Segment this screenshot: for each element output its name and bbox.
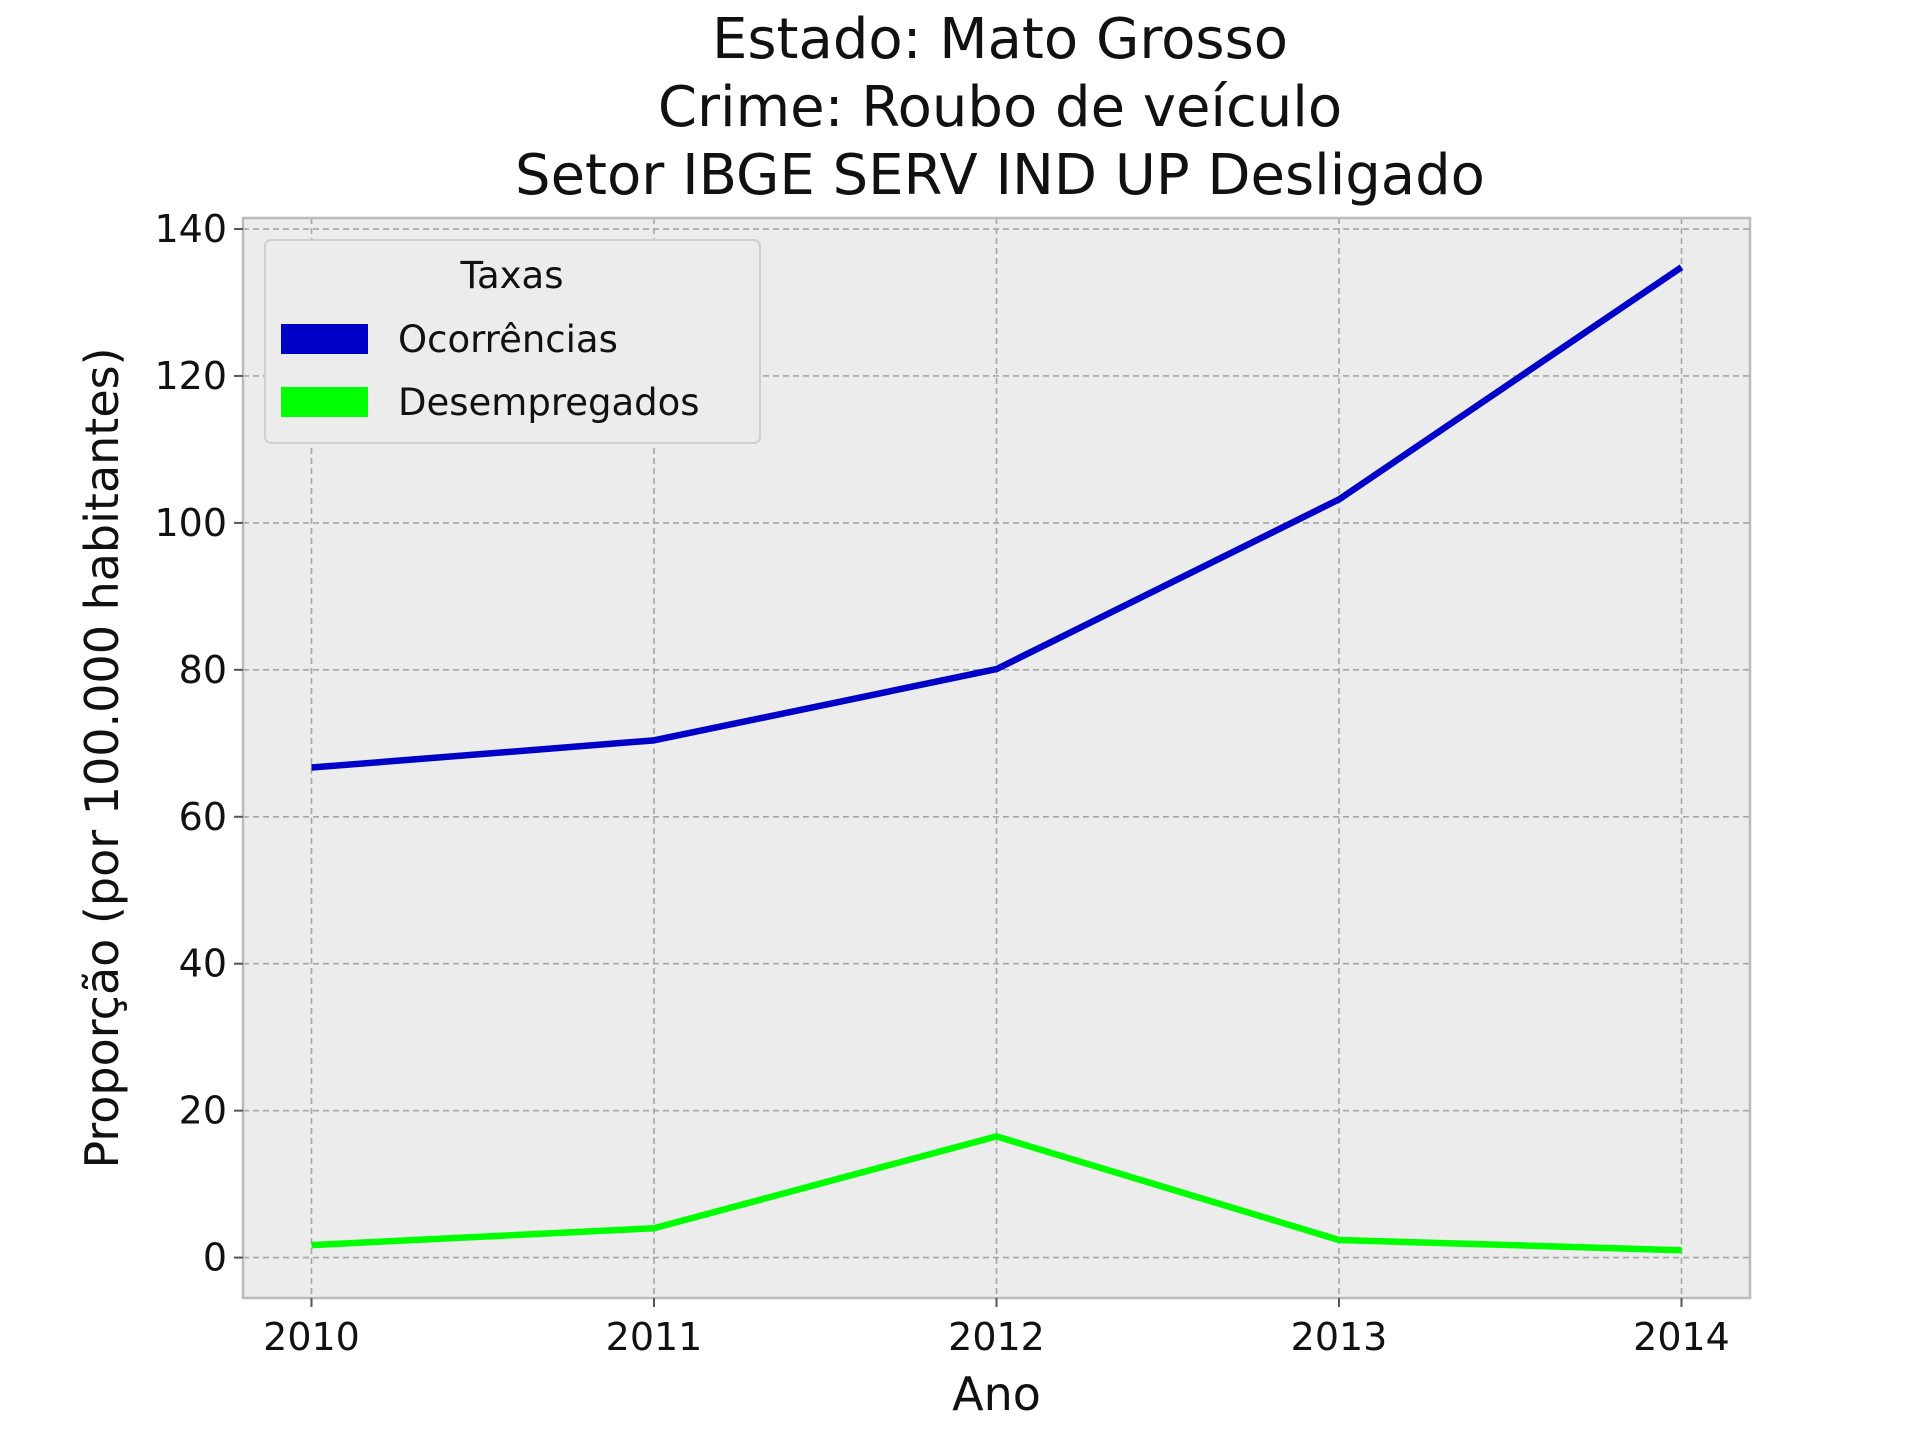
y-tick-label: 20: [179, 1089, 227, 1133]
series-lines: [311, 264, 1684, 1254]
legend-label-ocorrencias: Ocorrências: [398, 318, 618, 361]
x-axis-ticks: 2010 2011 2012 2013 2014: [263, 1298, 1730, 1359]
y-tick-label: 120: [154, 354, 227, 398]
ocorrencias-line: [311, 264, 1684, 771]
legend-box: [264, 239, 761, 444]
y-tick-label: 60: [179, 795, 227, 839]
title-line-2: Crime: Roubo de veículo: [658, 75, 1342, 140]
x-tick-label: 2014: [1633, 1315, 1730, 1359]
y-tick-label: 80: [179, 648, 227, 692]
y-tick-label: 100: [154, 501, 227, 545]
chart-title: Estado: Mato Grosso Crime: Roubo de veíc…: [515, 7, 1485, 208]
y-tick-label: 0: [203, 1236, 227, 1280]
x-axis-label: Ano: [952, 1367, 1041, 1421]
y-axis-label: Proporção (por 100.000 habitantes): [75, 347, 129, 1168]
y-tick-label: 40: [179, 942, 227, 986]
x-tick-label: 2010: [263, 1315, 360, 1359]
desempregados-line: [311, 1133, 1682, 1254]
legend-label-desempregados: Desempregados: [398, 381, 700, 424]
y-tick-label: 140: [154, 207, 227, 251]
legend-swatch-ocorrencias: [281, 324, 368, 354]
x-tick-label: 2012: [948, 1315, 1045, 1359]
legend-title: Taxas: [460, 254, 564, 297]
title-line-3: Setor IBGE SERV IND UP Desligado: [515, 143, 1485, 208]
grid: [243, 218, 1750, 1298]
y-axis-ticks: 0 20 40 60 80 100 120 140: [154, 207, 243, 1280]
legend: Taxas Ocorrências Desempregados: [264, 239, 761, 444]
x-tick-label: 2013: [1291, 1315, 1388, 1359]
title-line-1: Estado: Mato Grosso: [712, 7, 1288, 72]
legend-swatch-desempregados: [281, 387, 368, 417]
x-tick-label: 2011: [606, 1315, 703, 1359]
